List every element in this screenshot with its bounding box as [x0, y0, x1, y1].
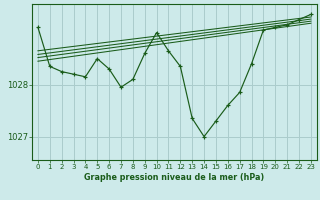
X-axis label: Graphe pression niveau de la mer (hPa): Graphe pression niveau de la mer (hPa) [84, 173, 265, 182]
